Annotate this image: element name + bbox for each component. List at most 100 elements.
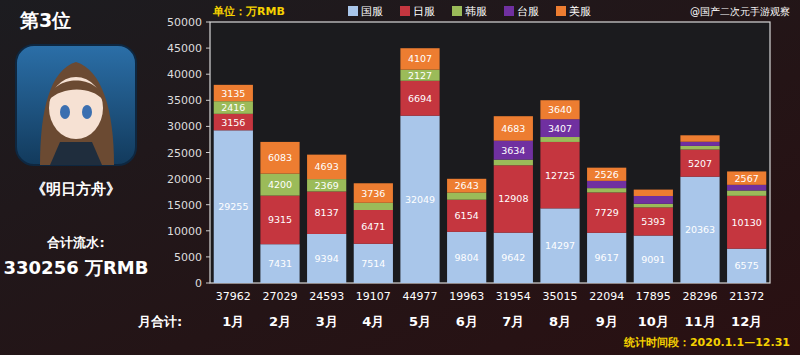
data-label: 5393: [641, 216, 665, 227]
bar-segment: [400, 48, 439, 69]
bar-segment: [214, 85, 253, 101]
data-label: 3736: [361, 188, 385, 199]
bar-segment: [400, 81, 439, 116]
y-tick-label: 50000: [167, 16, 202, 29]
bar-segment: [634, 207, 673, 235]
icon-eye: [82, 105, 92, 119]
month-total: 19963: [449, 290, 484, 303]
bar-segment: [354, 183, 393, 203]
data-label: 2416: [221, 102, 245, 113]
data-label: 6575: [735, 260, 759, 271]
month-total: 35015: [543, 290, 578, 303]
canvas: 第3位《明日方舟》合计流水:330256 万RMB050001000015000…: [0, 0, 800, 355]
data-label: 9315: [268, 214, 292, 225]
month-total: 22094: [589, 290, 624, 303]
data-label: 9804: [455, 252, 479, 263]
data-label: 6154: [455, 210, 479, 221]
x-tick-label: 3月: [316, 314, 338, 329]
y-tick-label: 15000: [167, 199, 202, 212]
bar-segment: [540, 119, 579, 137]
bar-segment: [307, 234, 346, 283]
data-label: 4107: [408, 53, 432, 64]
legend-label: 日服: [413, 5, 435, 18]
bar-segment: [634, 190, 673, 196]
bar-segment: [214, 130, 253, 283]
data-label: 4693: [315, 161, 339, 172]
month-total: 21372: [729, 290, 764, 303]
y-tick-label: 0: [195, 277, 202, 290]
bar-segment: [307, 155, 346, 179]
bar-segment: [447, 232, 486, 283]
bar-segment: [634, 204, 673, 208]
x-tick-label: 8月: [549, 314, 571, 329]
bar-segment: [587, 181, 626, 188]
bar-segment: [540, 142, 579, 208]
bar-segment: [494, 116, 533, 140]
bar-segment: [587, 168, 626, 181]
data-label: 32049: [405, 194, 435, 205]
legend-label: 台服: [517, 5, 539, 18]
data-label: 9394: [315, 253, 339, 264]
legend-swatch: [504, 6, 514, 16]
bar-segment: [494, 165, 533, 232]
data-label: 14297: [545, 240, 575, 251]
bar-segment: [307, 191, 346, 233]
data-label: 8137: [315, 207, 339, 218]
icon-coat: [50, 142, 102, 165]
legend-swatch: [452, 6, 462, 16]
data-label: 2369: [315, 180, 339, 191]
background: [0, 0, 800, 355]
month-total: 44977: [403, 290, 438, 303]
data-label: 5207: [688, 158, 712, 169]
data-labels: 2925531562416313574319315420060839394813…: [218, 53, 762, 271]
bar-segment: [634, 236, 673, 283]
data-label: 12908: [498, 193, 528, 204]
bar-segment: [727, 196, 766, 249]
y-tick: [206, 256, 210, 257]
source-label: @国产二次元手游观察: [690, 6, 790, 17]
y-tick: [206, 126, 210, 127]
bar-segment: [260, 174, 299, 196]
data-label: 3634: [501, 145, 525, 156]
month-total: 17895: [636, 290, 671, 303]
data-label: 4683: [501, 123, 525, 134]
y-tick: [206, 230, 210, 231]
bar-segment: [727, 249, 766, 283]
data-label: 7431: [268, 258, 292, 269]
bar-segment: [260, 142, 299, 174]
data-label: 9091: [641, 254, 665, 265]
data-label: 20363: [685, 224, 715, 235]
plot-frame: [210, 22, 770, 283]
bar-segment: [680, 135, 719, 141]
game-name: 《明日方舟》: [31, 180, 121, 198]
legend-swatch: [556, 6, 566, 16]
month-total: 27029: [263, 290, 298, 303]
icon-frame: [16, 45, 136, 165]
bar-segment: [540, 137, 579, 142]
game-icon: [16, 45, 136, 165]
data-label: 4200: [268, 179, 292, 190]
y-tick: [206, 48, 210, 49]
y-tick: [206, 204, 210, 205]
data-label: 6083: [268, 152, 292, 163]
bar-segment: [307, 179, 346, 191]
data-label: 3135: [221, 88, 245, 99]
data-label: 2526: [595, 169, 619, 180]
bar-segment: [587, 192, 626, 232]
bar-segment: [727, 171, 766, 184]
y-tick-label: 20000: [167, 173, 202, 186]
bar-segment: [354, 244, 393, 283]
month-total: 31954: [496, 290, 531, 303]
bar-segment: [680, 177, 719, 283]
bar-segment: [680, 142, 719, 146]
x-tick-label: 2月: [269, 314, 291, 329]
data-label: 2127: [408, 70, 432, 81]
x-tick-label: 6月: [456, 314, 478, 329]
data-label: 3407: [548, 123, 572, 134]
period-label: 统计时间段：2020.1.1—12.31: [623, 336, 790, 349]
legend-label: 韩服: [465, 5, 487, 18]
bar-segment: [494, 233, 533, 283]
y-tick: [206, 283, 210, 284]
x-tick-label: 11月: [684, 314, 715, 329]
x-tick-label: 4月: [362, 314, 384, 329]
